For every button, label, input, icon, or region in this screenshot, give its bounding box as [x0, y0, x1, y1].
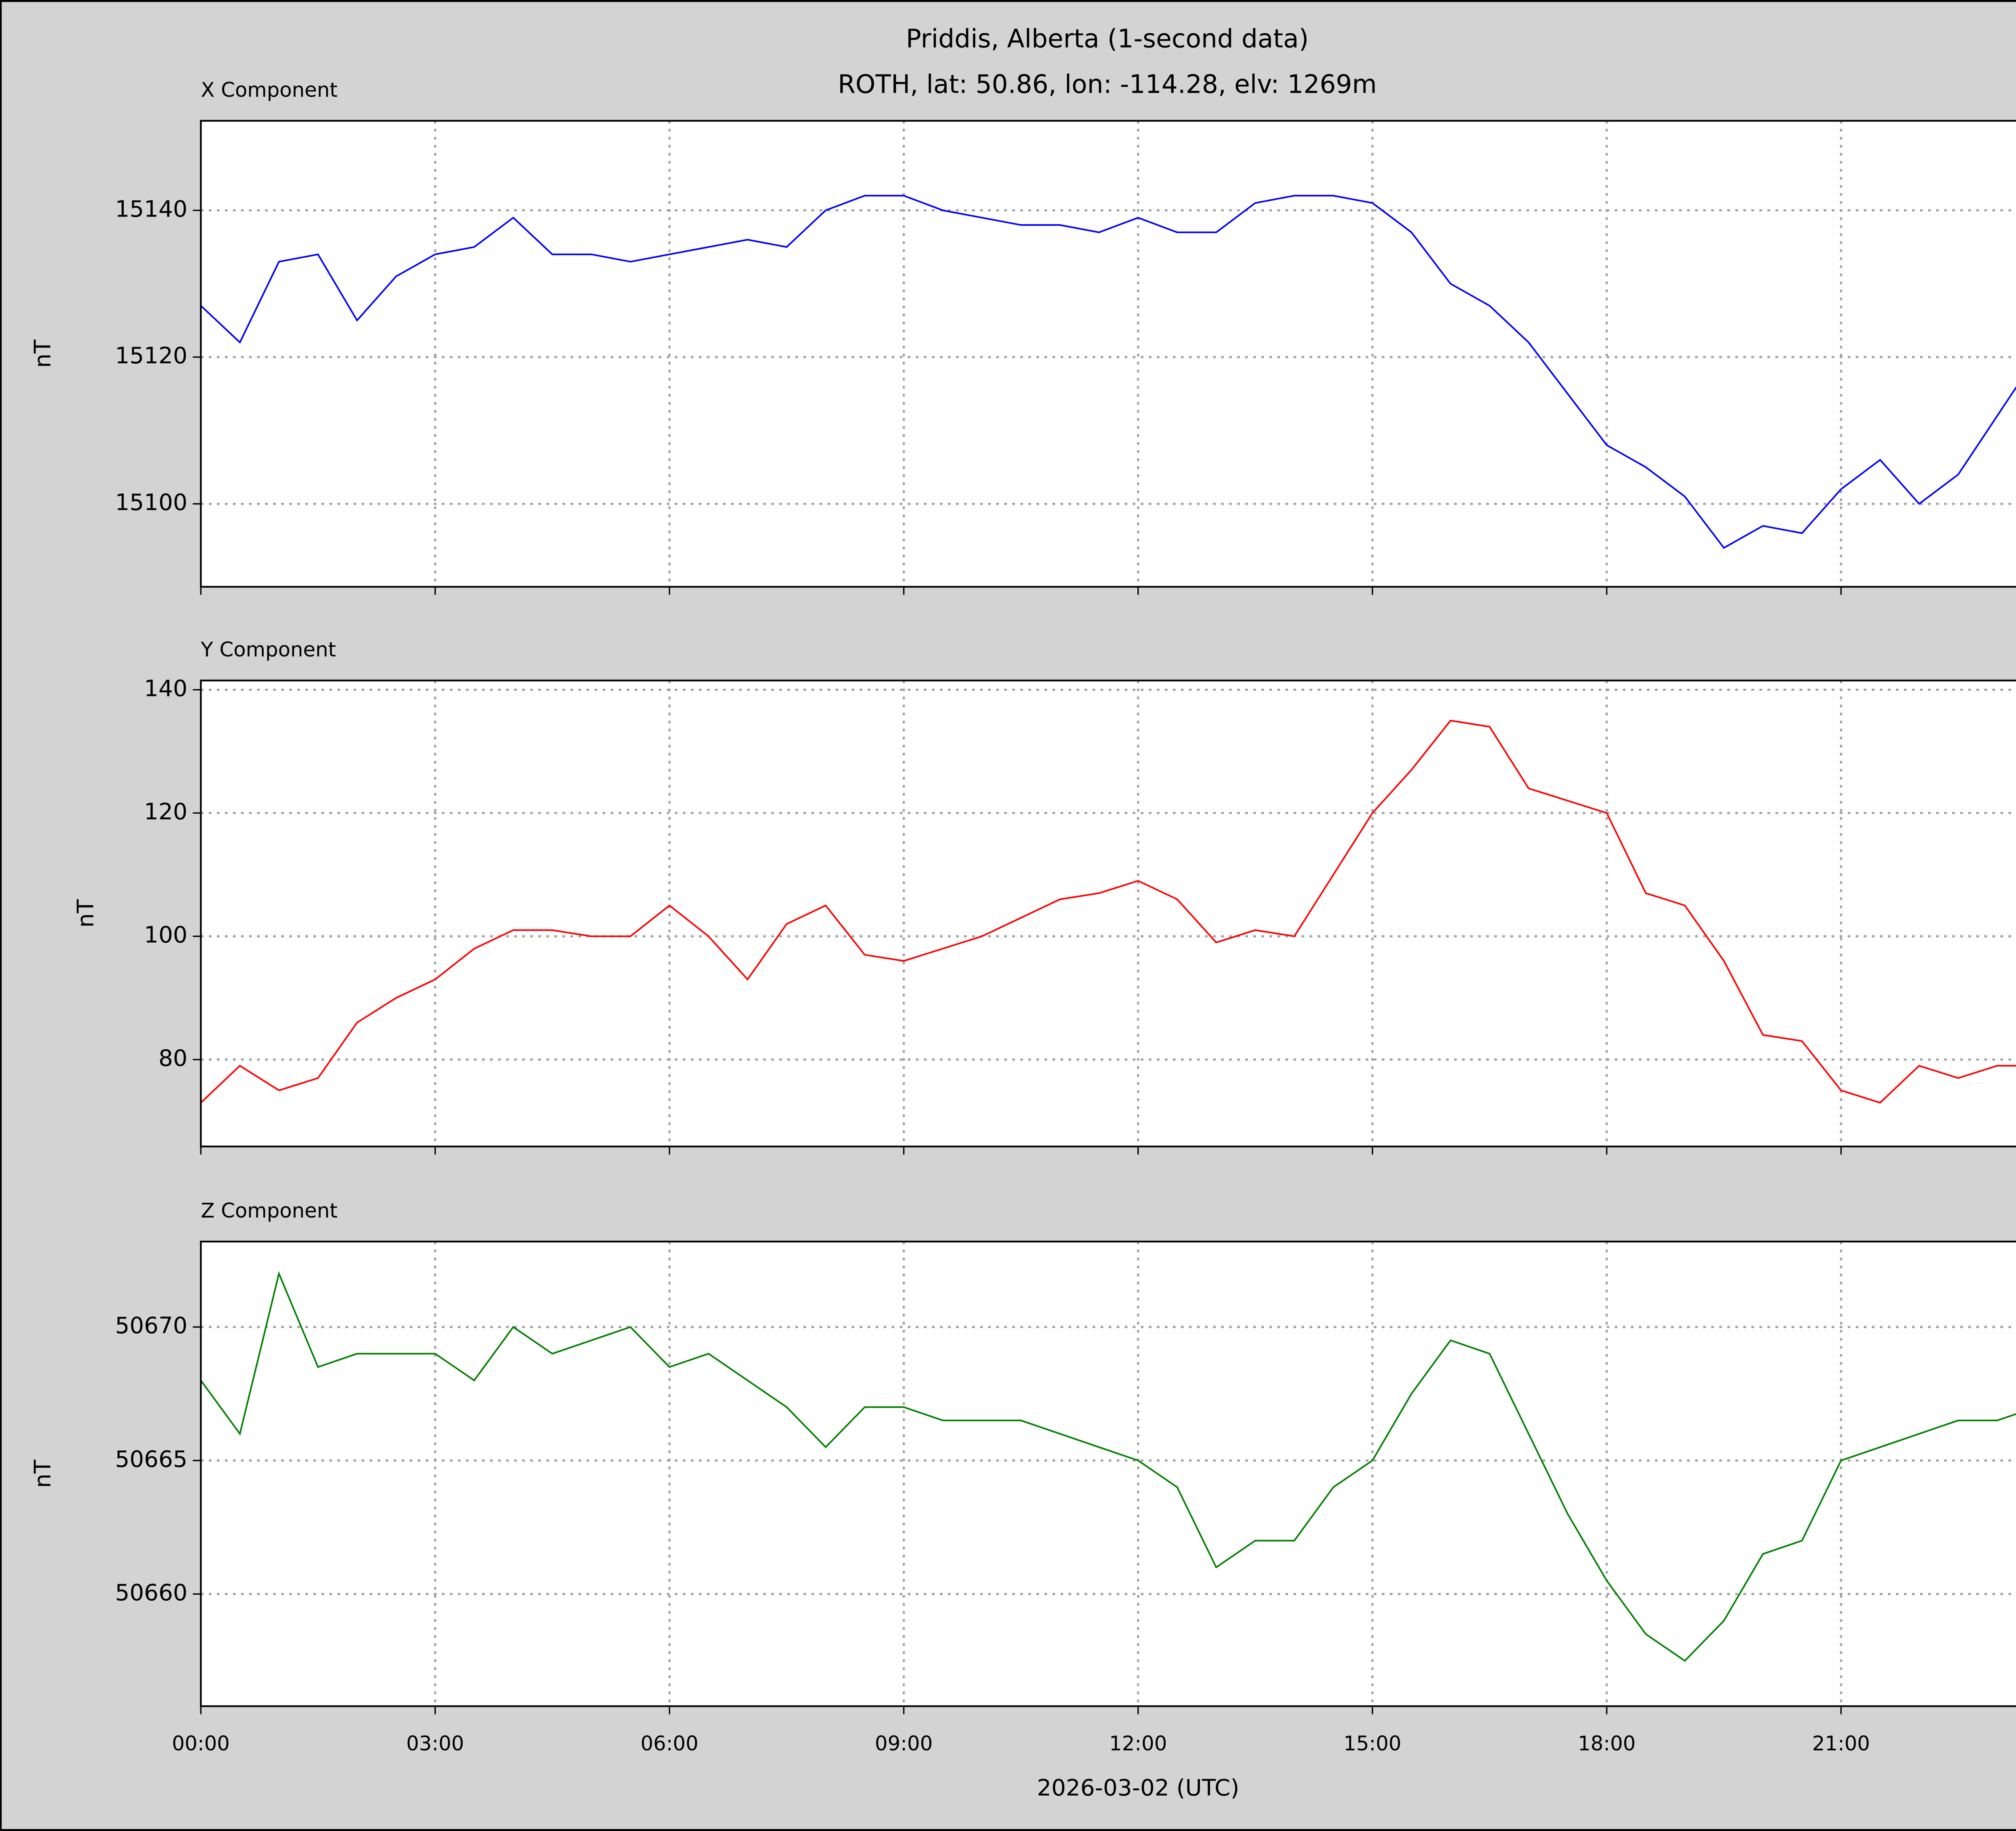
y-tick-label: 15140	[115, 196, 187, 222]
panel-title: X Component	[201, 78, 337, 102]
y-tick-label: 80	[158, 1045, 187, 1071]
y-tick-label: 15100	[115, 490, 187, 516]
data-line	[200, 195, 2016, 549]
x-tick-label: 00:00	[172, 1732, 230, 1755]
panel-title: Z Component	[201, 1199, 337, 1223]
x-tick-label: 03:00	[406, 1732, 464, 1755]
x-tick-label: 18:00	[1578, 1732, 1636, 1755]
y-tick-label: 140	[144, 675, 187, 702]
plot-area	[201, 121, 2016, 587]
plot-frame	[200, 679, 2016, 1148]
figure-title: Priddis, Alberta (1-second data)	[906, 23, 1309, 53]
plot-area	[201, 680, 2016, 1147]
figure-subtitle: ROTH, lat: 50.86, lon: -114.28, elv: 126…	[838, 69, 1377, 99]
y-axis-label: nT	[30, 1460, 56, 1488]
y-tick-label: 100	[144, 922, 187, 948]
x-axis-label: 2026-03-02 (UTC)	[1037, 1775, 1239, 1801]
y-axis-label: nT	[30, 340, 56, 368]
x-tick-label: 12:00	[1109, 1732, 1167, 1755]
data-line	[200, 1271, 2016, 1662]
data-line	[200, 719, 2016, 1104]
plot-area	[201, 1241, 2016, 1706]
y-tick-label: 50670	[115, 1313, 187, 1339]
y-axis-label: nT	[73, 899, 99, 928]
panel-title: Y Component	[200, 638, 336, 661]
y-tick-label: 15120	[115, 343, 187, 369]
plot-frame	[200, 1240, 2016, 1707]
x-tick-label: 15:00	[1343, 1732, 1402, 1755]
x-tick-label: 09:00	[875, 1732, 933, 1755]
plot-frame	[200, 120, 2016, 588]
x-tick-label: 06:00	[641, 1732, 699, 1755]
y-tick-label: 120	[144, 799, 187, 825]
y-tick-label: 50660	[115, 1580, 187, 1606]
y-tick-label: 50665	[115, 1446, 187, 1473]
x-tick-label: 21:00	[1812, 1732, 1870, 1755]
